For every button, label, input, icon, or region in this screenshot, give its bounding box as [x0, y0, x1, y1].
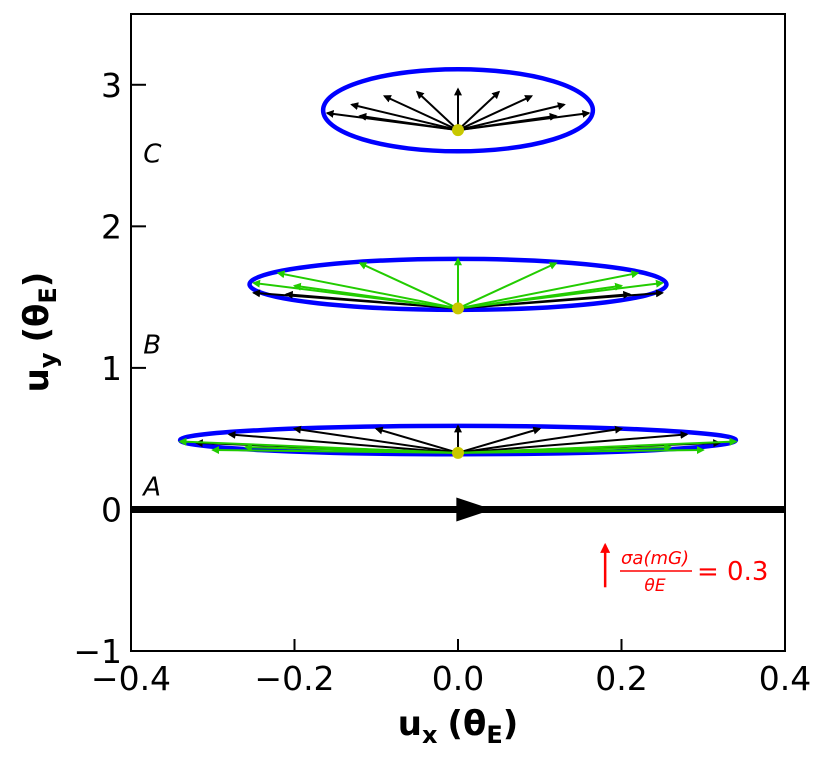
vector-green-a-5 — [457, 437, 738, 454]
vector-black-c-1 — [350, 102, 459, 132]
y-axis-label-sub: y — [34, 352, 62, 368]
x-tick-label-4: 0.4 — [759, 659, 811, 698]
source-point-b — [452, 302, 464, 315]
x-axis-label: ux (θE) — [398, 704, 519, 749]
y-axis-label: uy (θE) — [17, 272, 62, 393]
vector-green-b-7 — [292, 282, 459, 310]
vector-black-c-7 — [457, 102, 566, 132]
vector-black-a-5 — [457, 426, 542, 454]
vector-black-b-3 — [457, 289, 664, 310]
source-point-a — [452, 446, 464, 459]
vector-black-b-1 — [284, 290, 459, 310]
vector-black-c-10 — [457, 112, 558, 132]
x-axis-label-close: ) — [503, 704, 519, 744]
y-tick-label-4: 3 — [101, 66, 122, 105]
vector-black-c-5 — [457, 90, 501, 131]
vector-green-a-2 — [243, 443, 459, 454]
scale-value: = 0.3 — [697, 557, 768, 587]
vector-black-c-3 — [415, 90, 459, 131]
vector-green-b-5 — [457, 270, 640, 310]
x-tick-label-3: 0.2 — [595, 659, 647, 698]
source-point-c — [452, 124, 464, 137]
y-tick-label-3: 2 — [101, 207, 122, 246]
x-tick-label-0: −0.4 — [91, 659, 171, 698]
vector-black-a-7 — [457, 430, 689, 454]
annotation-a: A — [141, 472, 161, 502]
vector-black-c-6 — [457, 95, 534, 131]
x-axis-label-unit: (θ — [447, 704, 486, 744]
vector-black-a-2 — [292, 425, 459, 454]
y-tick-label-0: −1 — [73, 632, 122, 671]
vector-green-a-4 — [457, 446, 705, 455]
vector-black-a-3 — [374, 426, 459, 454]
vector-green-b-1 — [276, 270, 459, 310]
scale-numerator: σa(mG) — [621, 548, 689, 569]
vector-green-b-4 — [457, 262, 558, 310]
trajectory-arrow — [456, 497, 493, 522]
y-axis-label-base: u — [17, 368, 57, 392]
vector-green-b-2 — [358, 262, 459, 310]
vector-black-a-1 — [227, 430, 459, 454]
x-axis-label-unit-sub: E — [486, 721, 502, 749]
ticks: −0.4 −0.2 0.0 0.2 0.4 −1 0 1 2 3 — [73, 66, 811, 698]
annotation-b: B — [143, 331, 161, 361]
y-axis-label-unit: (θ — [17, 304, 57, 343]
x-tick-label-2: 0.0 — [432, 659, 484, 698]
x-axis-label-base: u — [398, 704, 422, 744]
panel-b — [247, 256, 669, 315]
panel-a — [177, 423, 739, 459]
y-tick-label-1: 0 — [101, 490, 122, 529]
scale-denominator: θE — [644, 576, 665, 596]
y-tick-label-2: 1 — [101, 349, 122, 388]
ellipse-c — [320, 66, 596, 154]
vector-black-c-9 — [358, 112, 459, 132]
vector-green-b-8 — [457, 282, 624, 310]
y-axis-label-close: ) — [17, 272, 57, 288]
vector-black-c-2 — [382, 95, 459, 131]
panel-c — [320, 66, 596, 154]
plot-area — [131, 66, 785, 522]
annotation-c: C — [143, 140, 162, 170]
x-axis-label-sub: x — [422, 721, 438, 749]
vector-black-a-6 — [457, 425, 624, 454]
y-axis-label-unit-sub: E — [34, 287, 62, 303]
x-tick-label-1: −0.2 — [254, 659, 334, 698]
